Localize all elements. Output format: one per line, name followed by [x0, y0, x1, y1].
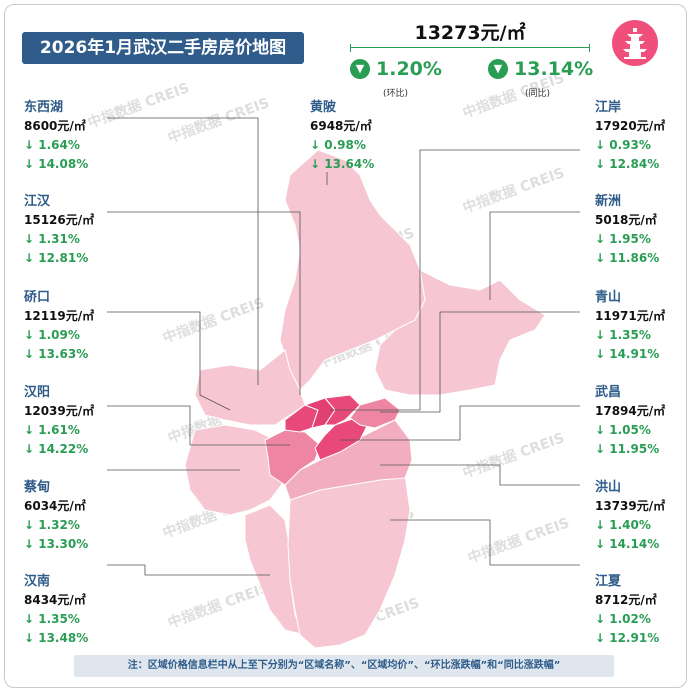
region-name: 新洲 [595, 194, 622, 209]
map-title: 2026年1月武汉二手房房价地图 [22, 32, 304, 64]
region-name: 江汉 [24, 194, 51, 209]
region-mom: ↓ 0.98% [310, 138, 366, 152]
region-name: 武昌 [595, 385, 622, 400]
region-mom: ↓ 1.35% [24, 612, 80, 626]
region-hannan: 汉南 8434元/㎡ ↓ 1.35% ↓ 13.48% [24, 572, 88, 648]
region-name: 汉南 [24, 574, 51, 589]
down-arrow-icon: ▼ [488, 59, 508, 79]
region-dongxihu: 东西湖 8600元/㎡ ↓ 1.64% ↓ 14.08% [24, 98, 88, 174]
region-price: 12039元/㎡ [24, 404, 95, 418]
region-yoy: ↓ 13.63% [24, 347, 89, 361]
region-yoy: ↓ 12.84% [595, 157, 660, 171]
region-huangpi: 黄陂 6948元/㎡ ↓ 0.98% ↓ 13.64% [310, 98, 374, 174]
region-name: 江夏 [595, 574, 622, 589]
region-name: 黄陂 [310, 100, 337, 115]
region-yoy: ↓ 14.91% [595, 347, 660, 361]
region-mom: ↓ 1.31% [24, 232, 80, 246]
region-jianghan: 江汉 15126元/㎡ ↓ 1.31% ↓ 12.81% [24, 192, 94, 268]
region-name: 洪山 [595, 480, 622, 495]
region-xinzhou: 新洲 5018元/㎡ ↓ 1.95% ↓ 11.86% [595, 192, 659, 268]
region-yoy: ↓ 11.86% [595, 251, 660, 265]
region-name: 蔡甸 [24, 480, 51, 495]
yoy-label: (同比) [525, 89, 551, 99]
region-yoy: ↓ 14.22% [24, 442, 89, 456]
leader-lines [107, 117, 580, 576]
region-price: 6948元/㎡ [310, 119, 372, 133]
region-mom: ↓ 1.02% [595, 612, 651, 626]
down-arrow-icon: ▼ [350, 59, 370, 79]
map-district-huangpi [279, 149, 426, 391]
region-price: 12119元/㎡ [24, 309, 95, 323]
region-caidian: 蔡甸 6034元/㎡ ↓ 1.32% ↓ 13.30% [24, 478, 88, 554]
region-mom: ↓ 1.61% [24, 423, 80, 437]
region-yoy: ↓ 14.08% [24, 157, 89, 171]
region-price: 17894元/㎡ [595, 404, 666, 418]
footnote: 注：区域价格信息栏中从上至下分别为“区域名称”、“区域均价”、“环比涨跌幅”和“… [74, 655, 614, 677]
region-price: 13739元/㎡ [595, 499, 666, 513]
region-mom: ↓ 0.93% [595, 138, 651, 152]
region-mom: ↓ 1.05% [595, 423, 651, 437]
region-yoy: ↓ 12.81% [24, 251, 89, 265]
region-name: 东西湖 [24, 100, 64, 115]
region-yoy: ↓ 12.91% [595, 631, 660, 645]
region-price: 6034元/㎡ [24, 499, 86, 513]
mom-value: 1.20% [376, 58, 442, 80]
region-jiangxia: 江夏 8712元/㎡ ↓ 1.02% ↓ 12.91% [595, 572, 659, 648]
mom-change: ▼ 1.20% [350, 58, 442, 80]
region-qiaokou: 硚口 12119元/㎡ ↓ 1.09% ↓ 13.63% [24, 288, 94, 364]
region-yoy: ↓ 13.64% [310, 157, 375, 171]
region-name: 硚口 [24, 290, 51, 305]
region-mom: ↓ 1.95% [595, 232, 651, 246]
region-hongshan: 洪山 13739元/㎡ ↓ 1.40% ↓ 14.14% [595, 478, 665, 554]
region-hanyang: 汉阳 12039元/㎡ ↓ 1.61% ↓ 14.22% [24, 383, 94, 459]
yoy-value: 13.14% [514, 58, 594, 80]
region-yoy: ↓ 13.30% [24, 537, 89, 551]
map-district-xinzhou [374, 269, 546, 396]
region-name: 汉阳 [24, 385, 51, 400]
region-price: 8600元/㎡ [24, 119, 86, 133]
region-name: 青山 [595, 290, 622, 305]
region-price: 5018元/㎡ [595, 213, 657, 227]
map-district-jiangxia [287, 474, 411, 649]
region-mom: ↓ 1.35% [595, 328, 651, 342]
card-frame [4, 4, 687, 688]
region-yoy: ↓ 13.48% [24, 631, 89, 645]
region-qingshan: 青山 11971元/㎡ ↓ 1.35% ↓ 14.91% [595, 288, 665, 364]
map-district-qingshan [349, 397, 401, 429]
mom-label: (环比) [383, 89, 409, 99]
region-price: 8712元/㎡ [595, 593, 657, 607]
region-name: 江岸 [595, 100, 622, 115]
region-mom: ↓ 1.40% [595, 518, 651, 532]
region-price: 15126元/㎡ [24, 213, 95, 227]
region-yoy: ↓ 14.14% [595, 537, 660, 551]
region-wuchang: 武昌 17894元/㎡ ↓ 1.05% ↓ 11.95% [595, 383, 665, 459]
yoy-change: ▼ 13.14% [488, 58, 593, 80]
region-mom: ↓ 1.09% [24, 328, 80, 342]
region-price: 11971元/㎡ [595, 309, 666, 323]
region-price: 8434元/㎡ [24, 593, 86, 607]
city-average-price: 13273元/㎡ [414, 22, 526, 44]
yellow-crane-tower-logo [612, 20, 658, 66]
region-price: 17920元/㎡ [595, 119, 666, 133]
region-yoy: ↓ 11.95% [595, 442, 660, 456]
avg-divider [350, 44, 590, 52]
region-mom: ↓ 1.64% [24, 138, 80, 152]
pagoda-icon [623, 28, 647, 59]
region-jiangan: 江岸 17920元/㎡ ↓ 0.93% ↓ 12.84% [595, 98, 665, 174]
region-mom: ↓ 1.32% [24, 518, 80, 532]
